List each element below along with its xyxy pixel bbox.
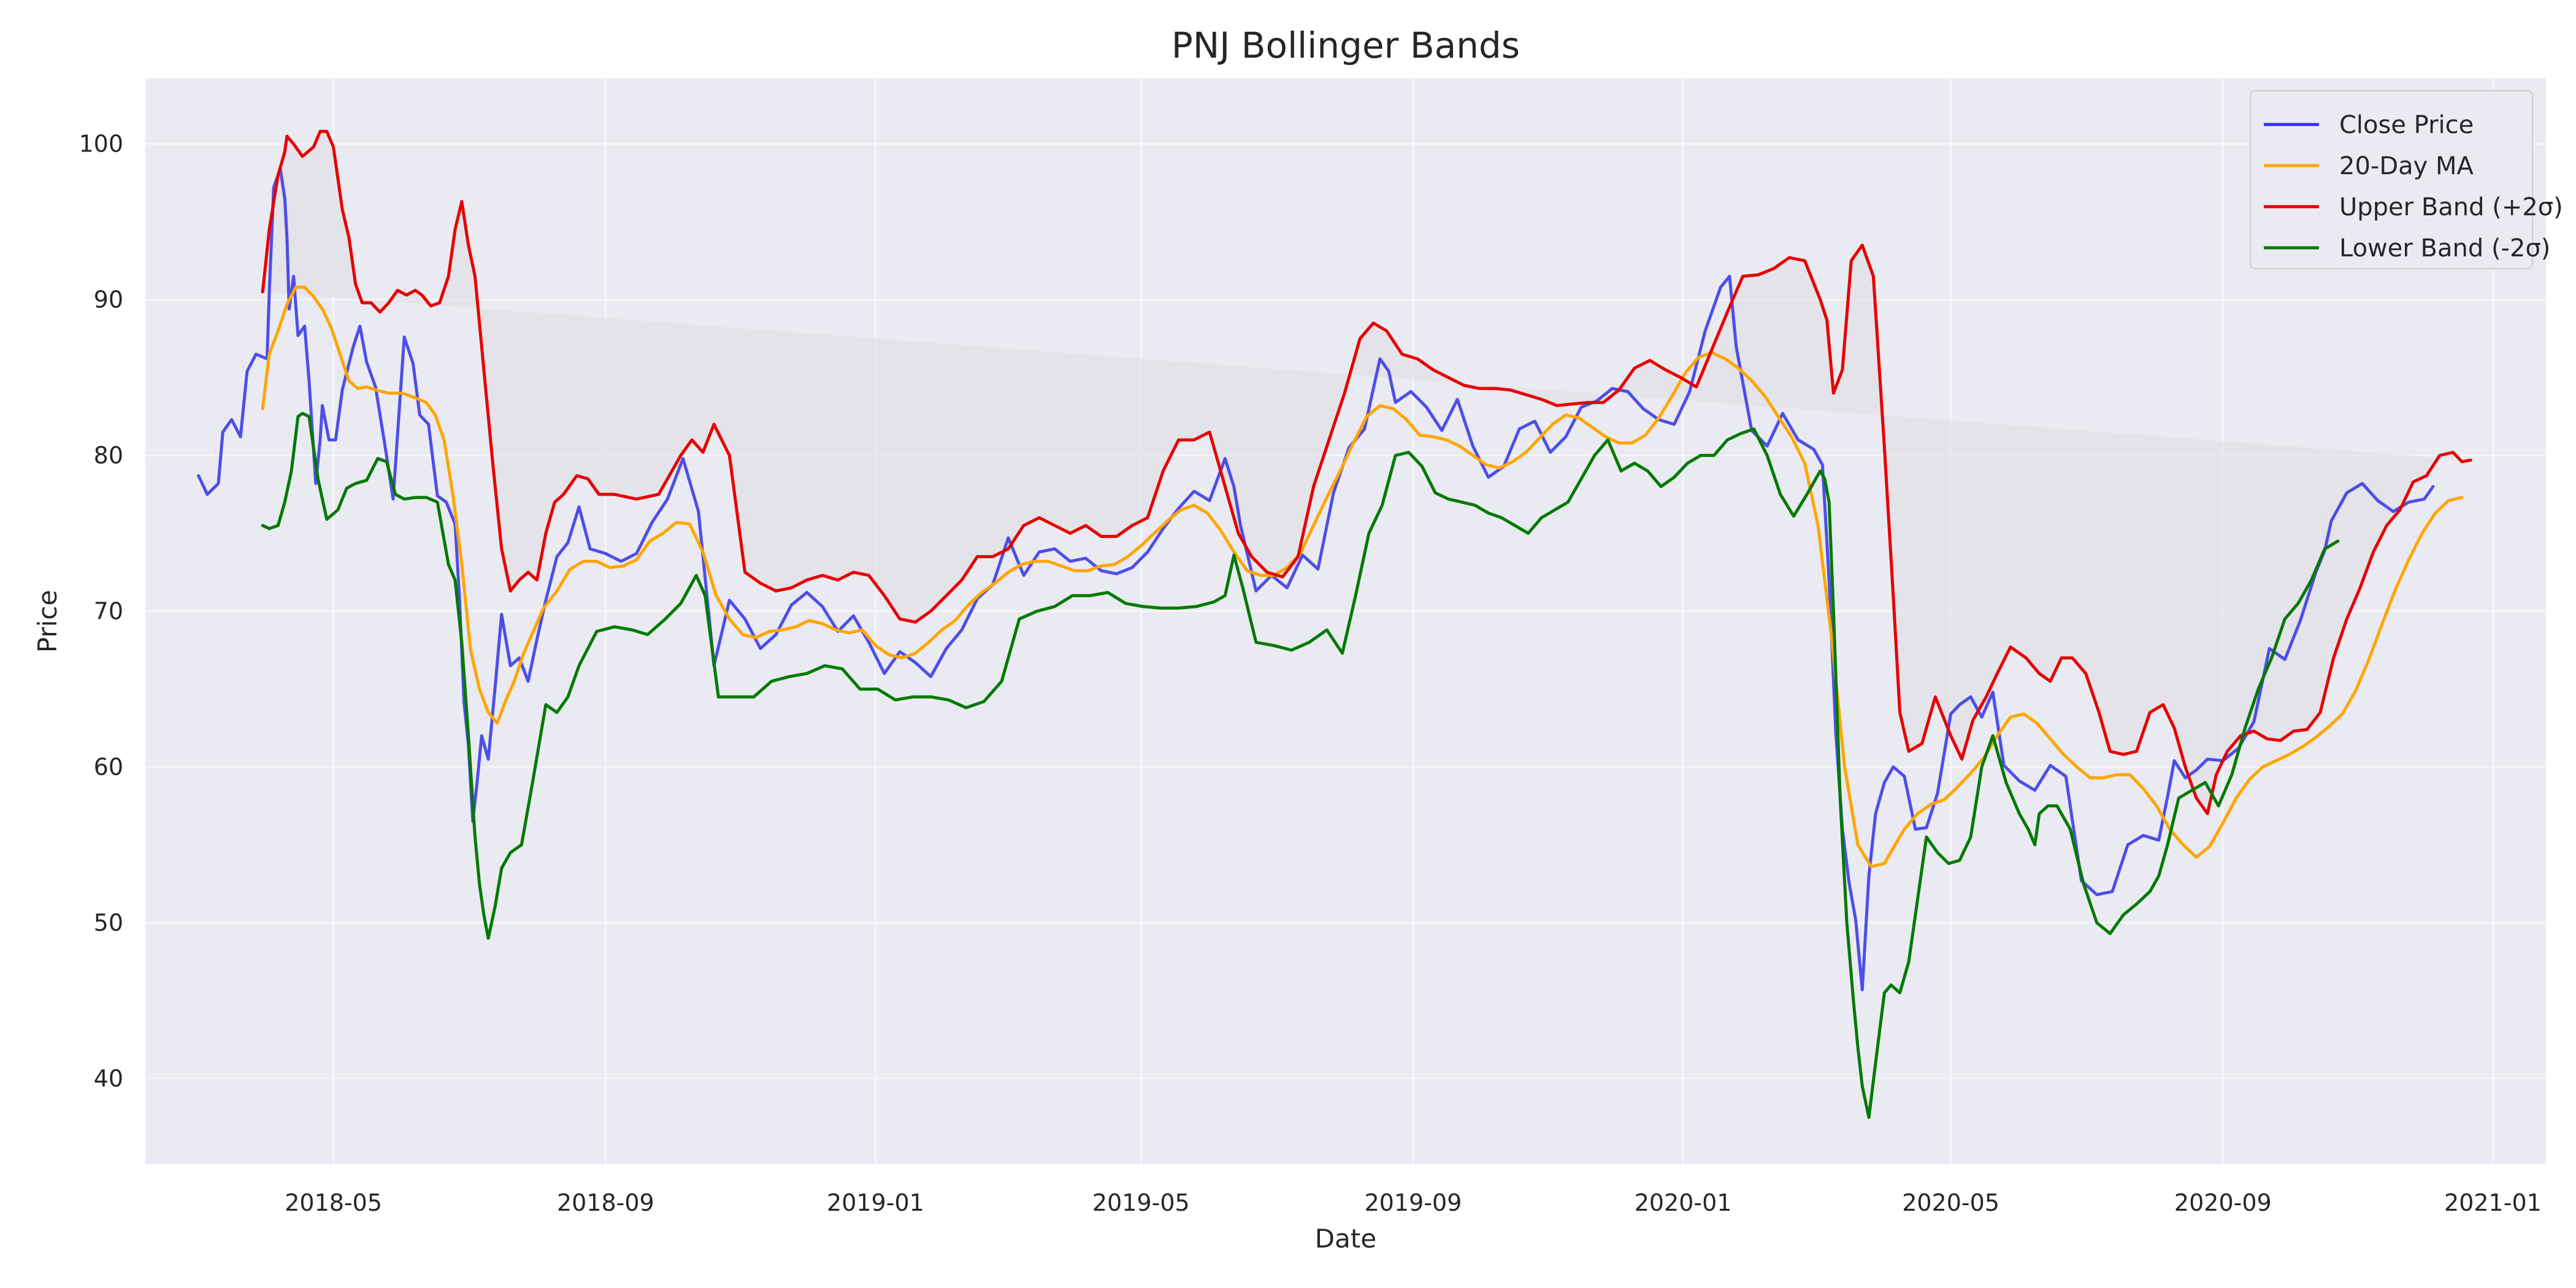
x-tick-label: 2018-05 bbox=[285, 1189, 382, 1216]
chart-title: PNJ Bollinger Bands bbox=[1171, 25, 1520, 66]
x-tick-label: 2020-01 bbox=[1635, 1189, 1732, 1216]
x-tick-label: 2020-05 bbox=[1902, 1189, 1999, 1216]
x-tick-label: 2019-05 bbox=[1092, 1189, 1190, 1216]
legend-box bbox=[2250, 90, 2533, 269]
x-tick-label: 2019-01 bbox=[827, 1189, 924, 1216]
y-tick-label: 90 bbox=[94, 286, 123, 313]
y-tick-label: 100 bbox=[79, 131, 123, 158]
y-axis-label: Price bbox=[33, 590, 63, 653]
y-tick-label: 80 bbox=[94, 442, 123, 469]
series-lines bbox=[197, 129, 2472, 1119]
legend-label: Lower Band (-2σ) bbox=[2339, 234, 2550, 263]
x-axis-label: Date bbox=[1315, 1224, 1376, 1254]
legend: Close Price 20-Day MA Upper Band (+2σ) Lowe… bbox=[2250, 90, 2563, 269]
lower-band-2-line bbox=[261, 412, 2340, 1119]
legend-label: Upper Band (+2σ) bbox=[2339, 193, 2563, 221]
legend-label: Close Price bbox=[2339, 111, 2474, 139]
close-price-line bbox=[197, 167, 2435, 992]
band-fill bbox=[263, 131, 2471, 814]
x-axis-ticks: 2018-05 2018-09 2019-01 2019-05 2019-09 2020-… bbox=[285, 1189, 2542, 1216]
y-tick-label: 50 bbox=[94, 909, 123, 936]
y-tick-label: 40 bbox=[94, 1065, 123, 1092]
x-tick-label: 2021-01 bbox=[2444, 1189, 2542, 1216]
y-tick-label: 70 bbox=[94, 597, 123, 624]
x-tick-label: 2020-09 bbox=[2174, 1189, 2272, 1216]
y-axis-ticks: 40 50 60 70 80 90 100 bbox=[79, 131, 123, 1092]
20-day-ma-line bbox=[261, 285, 2464, 868]
y-tick-label: 60 bbox=[94, 753, 123, 780]
upper-band-2-line bbox=[261, 129, 2472, 816]
legend-label: 20-Day MA bbox=[2339, 152, 2474, 180]
x-tick-label: 2019-09 bbox=[1365, 1189, 1462, 1216]
x-tick-label: 2018-09 bbox=[557, 1189, 654, 1216]
